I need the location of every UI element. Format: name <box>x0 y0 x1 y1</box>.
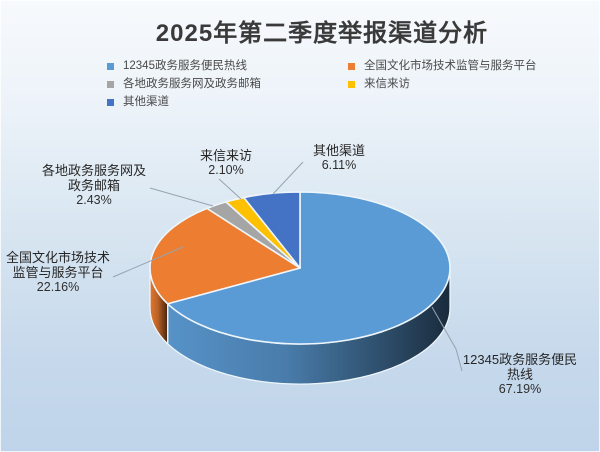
leader-line-2 <box>149 187 214 207</box>
pie-label-2: 各地政务服务网及 政务邮箱 2.43% <box>36 163 152 208</box>
pie-label-text: 其他渠道 <box>312 143 365 158</box>
pie-label-text: 全国文化市场技术 <box>5 250 110 265</box>
legend-item-3: 来信来访 <box>348 77 537 91</box>
legend-label: 各地政务服务网及政务邮箱 <box>123 78 261 90</box>
leader-line-1 <box>112 246 184 278</box>
legend-label: 全国文化市场技术监管与服务平台 <box>364 60 537 72</box>
pie-label-text: 监管与服务平台 <box>12 265 104 280</box>
pie-label-value: 2.43% <box>76 193 112 207</box>
pie-label-3: 来信来访 2.10% <box>184 148 268 178</box>
legend-label: 12345政务服务便民热线 <box>123 60 247 72</box>
pie-label-0: 12345政务服务便民 热线 67.19% <box>450 352 590 397</box>
pie-label-1: 全国文化市场技术 监管与服务平台 22.16% <box>0 250 116 295</box>
legend-label: 来信来访 <box>364 78 410 90</box>
pie-slice-1 <box>149 207 301 305</box>
legend-swatch <box>348 80 355 88</box>
pie-label-text: 热线 <box>506 367 533 382</box>
pie-label-value: 22.16% <box>36 280 80 294</box>
chart-title: 2025年第二季度举报渠道分析 <box>155 20 489 47</box>
pie-slice-4 <box>243 191 301 269</box>
legend-swatch <box>107 80 114 88</box>
legend-swatch <box>107 98 114 106</box>
pie-label-value: 67.19% <box>498 382 542 396</box>
legend-swatch <box>107 62 114 70</box>
pie-label-text: 政务邮箱 <box>67 178 120 193</box>
leader-line-0 <box>431 306 463 372</box>
pie-label-value: 2.10% <box>208 163 244 177</box>
legend-item-1: 全国文化市场技术监管与服务平台 <box>348 59 537 73</box>
pie-label-text: 12345政务服务便民 <box>462 352 578 367</box>
legend-item-0: 12345政务服务便民热线 <box>107 59 348 73</box>
pie-label-4: 其他渠道 6.11% <box>296 143 382 173</box>
pie-label-value: 6.11% <box>321 158 357 172</box>
pie-label-text: 各地政务服务网及 <box>41 163 146 178</box>
legend-label: 其他渠道 <box>123 96 169 108</box>
pie-label-text: 来信来访 <box>199 148 252 163</box>
pie-slice-0 <box>166 191 451 345</box>
legend-item-2: 各地政务服务网及政务邮箱 <box>107 77 348 91</box>
legend-swatch <box>348 62 355 70</box>
legend: 12345政务服务便民热线 全国文化市场技术监管与服务平台各地政务服务网及政务邮箱… <box>107 59 537 109</box>
legend-item-4: 其他渠道 <box>107 95 348 109</box>
leader-line-3 <box>218 178 242 200</box>
leader-line-4 <box>272 161 304 195</box>
